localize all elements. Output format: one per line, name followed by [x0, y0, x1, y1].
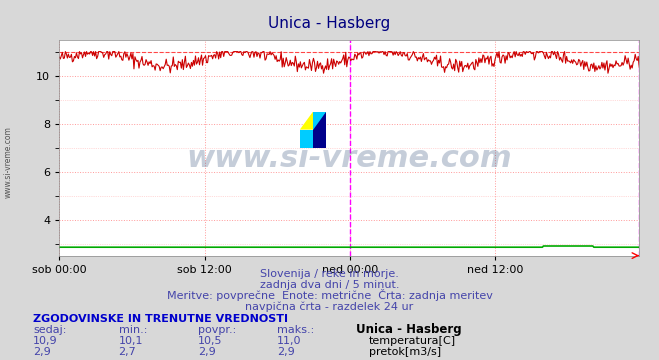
Text: 10,5: 10,5	[198, 336, 222, 346]
Text: povpr.:: povpr.:	[198, 325, 236, 335]
Text: Unica - Hasberg: Unica - Hasberg	[356, 323, 461, 336]
Text: ZGODOVINSKE IN TRENUTNE VREDNOSTI: ZGODOVINSKE IN TRENUTNE VREDNOSTI	[33, 314, 288, 324]
Text: 10,9: 10,9	[33, 336, 57, 346]
Text: 2,9: 2,9	[277, 347, 295, 357]
Polygon shape	[300, 130, 313, 148]
Text: www.si-vreme.com: www.si-vreme.com	[186, 144, 512, 173]
Text: Slovenija / reke in morje.: Slovenija / reke in morje.	[260, 269, 399, 279]
Text: 11,0: 11,0	[277, 336, 301, 346]
Text: maks.:: maks.:	[277, 325, 314, 335]
Text: pretok[m3/s]: pretok[m3/s]	[369, 347, 441, 357]
Text: www.si-vreme.com: www.si-vreme.com	[3, 126, 13, 198]
Text: 2,7: 2,7	[119, 347, 136, 357]
Polygon shape	[313, 112, 326, 148]
Polygon shape	[313, 112, 326, 130]
Text: zadnja dva dni / 5 minut.: zadnja dva dni / 5 minut.	[260, 280, 399, 290]
Text: navpična črta - razdelek 24 ur: navpična črta - razdelek 24 ur	[245, 301, 414, 312]
Text: Meritve: povprečne  Enote: metrične  Črta: zadnja meritev: Meritve: povprečne Enote: metrične Črta:…	[167, 289, 492, 301]
Text: 2,9: 2,9	[33, 347, 51, 357]
Text: min.:: min.:	[119, 325, 147, 335]
Text: 10,1: 10,1	[119, 336, 143, 346]
Polygon shape	[300, 112, 313, 130]
Text: 2,9: 2,9	[198, 347, 215, 357]
Text: Unica - Hasberg: Unica - Hasberg	[268, 16, 391, 31]
Text: temperatura[C]: temperatura[C]	[369, 336, 456, 346]
Text: sedaj:: sedaj:	[33, 325, 67, 335]
